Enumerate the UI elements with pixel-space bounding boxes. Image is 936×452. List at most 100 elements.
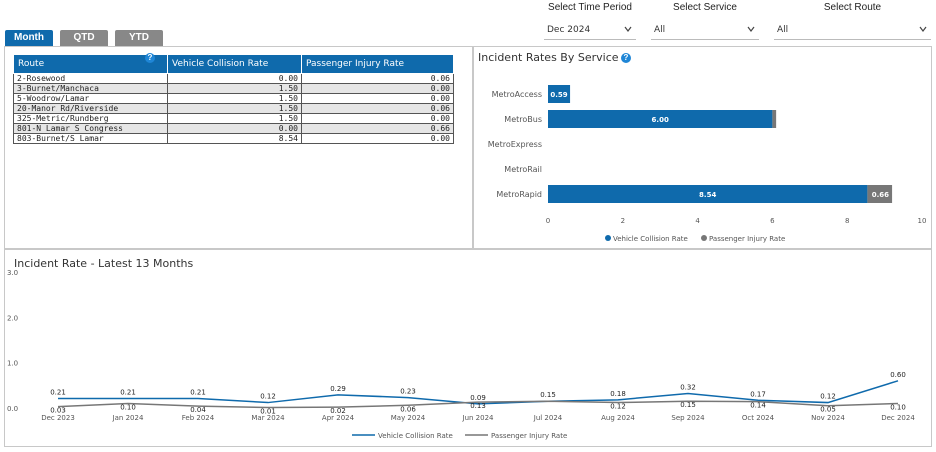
x-tick-label: Jun 2024 <box>462 414 495 422</box>
data-label: 0.03 <box>50 407 66 415</box>
data-label: 0.15 <box>540 391 556 399</box>
tab-ytd[interactable]: YTD <box>115 30 163 46</box>
data-label: 0.13 <box>470 402 486 410</box>
x-tick-label: Oct 2024 <box>742 414 775 422</box>
passenger-injury-cell: 0.66 <box>301 123 454 134</box>
data-label: 0.21 <box>50 388 66 396</box>
x-tick-label: Jan 2024 <box>112 414 144 422</box>
x-tick-label: 4 <box>695 217 700 225</box>
chevron-down-icon <box>624 26 632 32</box>
vehicle-collision-cell: 8.54 <box>167 133 302 144</box>
data-label: 0.15 <box>680 401 696 409</box>
x-tick-label: 2 <box>621 217 625 225</box>
route-cell: 2-Rosewood <box>13 73 168 84</box>
route-cell: 5-Woodrow/Lamar <box>13 93 168 104</box>
service-bar-chart: MetroAccess 0.59 MetroBus 6.00 MetroExpress M… <box>488 85 926 243</box>
passenger-injury-cell: 0.00 <box>301 83 454 94</box>
category-label: MetroExpress <box>488 140 542 149</box>
data-label: 0.14 <box>750 402 766 410</box>
data-label: 0.05 <box>820 406 836 414</box>
category-label: MetroBus <box>504 115 542 124</box>
route-table: Route Vehicle Collision Rate Passenger I… <box>13 54 454 144</box>
data-label: 0.32 <box>680 383 696 391</box>
passenger-injury-cell: 0.00 <box>301 93 454 104</box>
legend-label: Vehicle Collision Rate <box>613 235 688 243</box>
category-label: MetroRapid <box>496 190 542 199</box>
x-tick-label: Mar 2024 <box>251 414 285 422</box>
x-tick-label: 6 <box>770 217 775 225</box>
data-label: 0.23 <box>400 388 416 396</box>
series-line <box>58 380 899 405</box>
legend-marker <box>605 235 611 241</box>
table-row[interactable]: 20-Manor Rd/Riverside 1.50 0.06 <box>13 103 454 114</box>
route-cell: 803-Burnet/S Lamar <box>13 133 168 144</box>
x-tick-label: Dec 2024 <box>881 414 915 422</box>
column-header-passenger-injury[interactable]: Passenger Injury Rate <box>301 54 454 74</box>
service-label: Select Service <box>673 2 737 13</box>
x-tick-label: Dec 2023 <box>41 414 75 422</box>
help-icon[interactable]: ? <box>145 53 155 63</box>
data-label: 0.09 <box>470 394 486 402</box>
legend-marker <box>701 235 707 241</box>
data-label: 0.18 <box>610 390 626 398</box>
legend-label: Vehicle Collision Rate <box>378 432 453 440</box>
route-cell: 325-Metric/Rundberg <box>13 113 168 124</box>
time-period-label: Select Time Period <box>548 2 632 13</box>
vehicle-collision-cell: 0.00 <box>167 123 302 134</box>
passenger-injury-cell: 0.00 <box>301 113 454 124</box>
legend-label: Passenger Injury Rate <box>709 235 785 243</box>
vehicle-collision-cell: 0.00 <box>167 73 302 84</box>
table-row[interactable]: 2-Rosewood 0.00 0.06 <box>13 73 454 84</box>
table-row[interactable]: 801-N Lamar S Congress 0.00 0.66 <box>13 123 454 134</box>
vehicle-collision-cell: 1.50 <box>167 93 302 104</box>
series-line <box>57 400 899 409</box>
route-label: Select Route <box>823 2 882 13</box>
data-label: 0.04 <box>190 406 206 414</box>
data-label: 0.17 <box>750 390 766 398</box>
route-cell: 3-Burnet/Manchaca <box>13 83 168 94</box>
column-header-route[interactable]: Route <box>13 54 168 74</box>
chevron-down-icon <box>747 26 755 32</box>
data-label: 0.10 <box>120 403 136 411</box>
passenger-injury-cell: 0.06 <box>301 73 454 84</box>
vehicle-collision-cell: 1.50 <box>167 103 302 114</box>
route-cell: 801-N Lamar S Congress <box>13 123 168 134</box>
x-tick-label: Feb 2024 <box>182 414 215 422</box>
data-label: 0.10 <box>890 403 906 411</box>
help-icon[interactable]: ? <box>621 53 631 63</box>
vehicle-collision-cell: 1.50 <box>167 83 302 94</box>
x-tick-label: 8 <box>845 217 849 225</box>
data-label: 0.12 <box>610 403 626 411</box>
x-tick-label: Aug 2024 <box>601 414 635 422</box>
data-label: 0.21 <box>120 388 136 396</box>
vehicle-collision-cell: 1.50 <box>167 113 302 124</box>
x-tick-label: Nov 2024 <box>811 414 845 422</box>
data-label: 0.06 <box>400 405 416 413</box>
service-chart-panel <box>473 46 932 249</box>
table-row[interactable]: 3-Burnet/Manchaca 1.50 0.00 <box>13 83 454 94</box>
passenger-injury-cell: 0.00 <box>301 133 454 144</box>
bar-segment <box>548 185 868 203</box>
data-label: 0.21 <box>190 388 206 396</box>
category-label: MetroRail <box>504 165 542 174</box>
bar-segment <box>548 110 773 128</box>
table-row[interactable]: 5-Woodrow/Lamar 1.50 0.00 <box>13 93 454 104</box>
x-tick-label: Sep 2024 <box>671 414 705 422</box>
table-row[interactable]: 803-Burnet/S Lamar 8.54 0.00 <box>13 133 454 144</box>
tab-qtd[interactable]: QTD <box>60 30 108 46</box>
service-select[interactable]: All <box>651 20 759 40</box>
data-label: 0.02 <box>330 407 346 415</box>
x-tick-label: 0 <box>546 217 550 225</box>
data-label: 0.01 <box>260 408 276 416</box>
tab-month[interactable]: Month <box>5 30 53 46</box>
trend-chart-title: Incident Rate - Latest 13 Months <box>14 257 194 270</box>
route-select[interactable]: All <box>774 20 931 40</box>
y-tick-label: 1.0 <box>7 360 18 368</box>
category-label: MetroAccess <box>492 90 542 99</box>
table-row[interactable]: 325-Metric/Rundberg 1.50 0.00 <box>13 113 454 124</box>
time-period-select[interactable]: Dec 2024 <box>544 20 636 40</box>
data-label: 0.60 <box>890 371 906 379</box>
data-label: 6.00 <box>652 116 669 124</box>
column-header-vehicle-collision[interactable]: Vehicle Collision Rate <box>167 54 302 74</box>
x-tick-label: May 2024 <box>391 414 426 422</box>
